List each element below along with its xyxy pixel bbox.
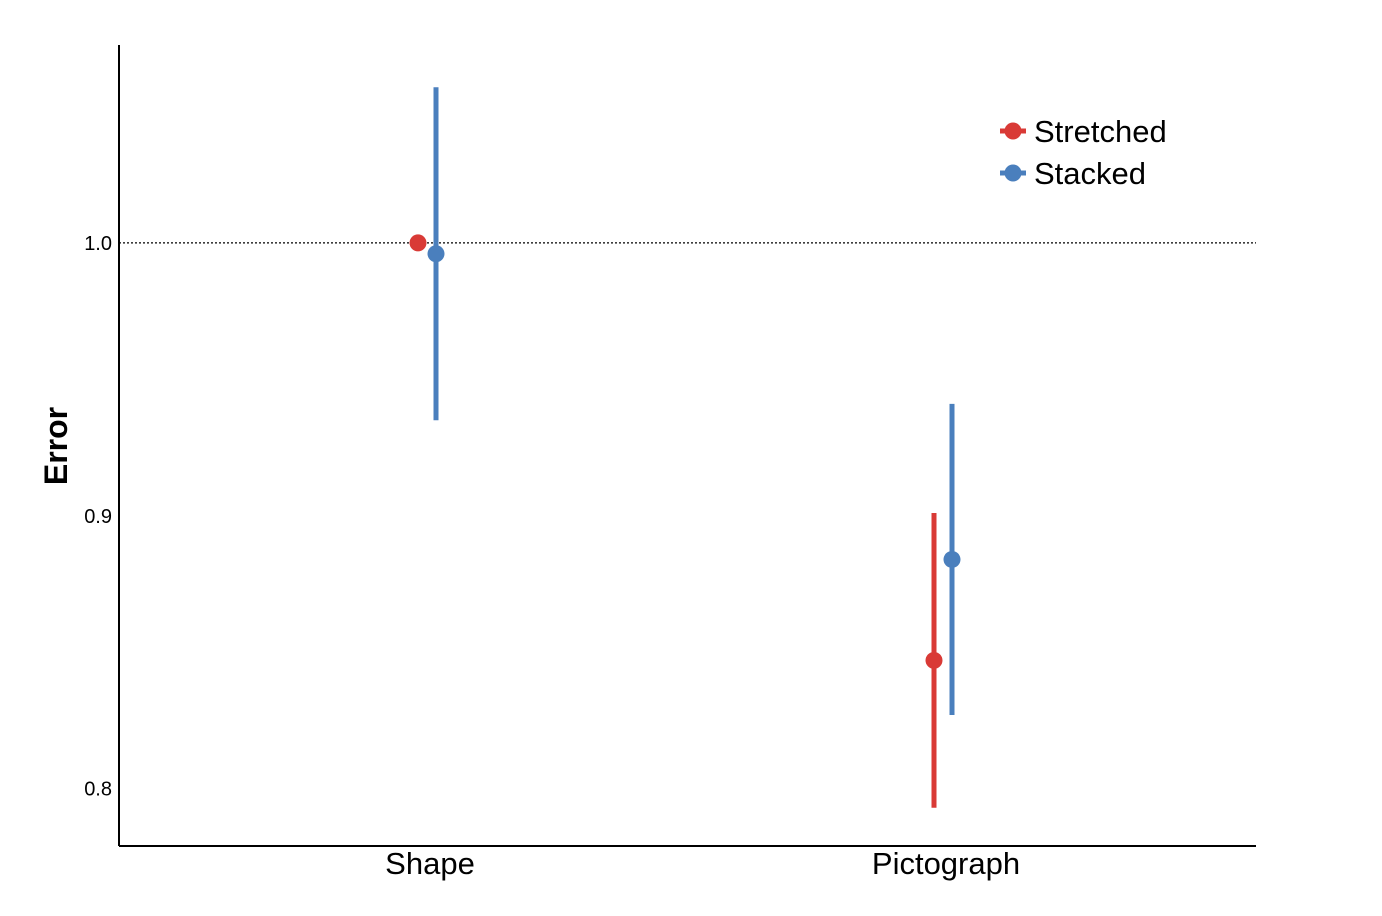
data-point bbox=[925, 651, 943, 669]
x-category-labels: Shape Pictograph bbox=[385, 846, 1020, 881]
y-tick-label: 0.8 bbox=[84, 779, 112, 801]
y-tick-label: 1.0 bbox=[84, 233, 112, 255]
x-category-label: Pictograph bbox=[872, 846, 1020, 881]
data-point bbox=[943, 550, 961, 568]
legend-marker bbox=[1004, 122, 1022, 140]
x-category-label: Shape bbox=[385, 846, 475, 881]
legend-marker bbox=[1004, 164, 1022, 182]
legend-label: Stretched bbox=[1034, 114, 1167, 149]
y-tick-labels: 0.8 0.9 1.0 bbox=[84, 233, 112, 801]
data-point bbox=[427, 245, 445, 263]
legend: Stretched Stacked bbox=[1000, 114, 1167, 191]
y-axis-title: Error bbox=[38, 407, 74, 485]
data-marks bbox=[409, 87, 961, 808]
legend-label: Stacked bbox=[1034, 156, 1146, 191]
data-point bbox=[409, 234, 427, 252]
y-tick-label: 0.9 bbox=[84, 506, 112, 528]
